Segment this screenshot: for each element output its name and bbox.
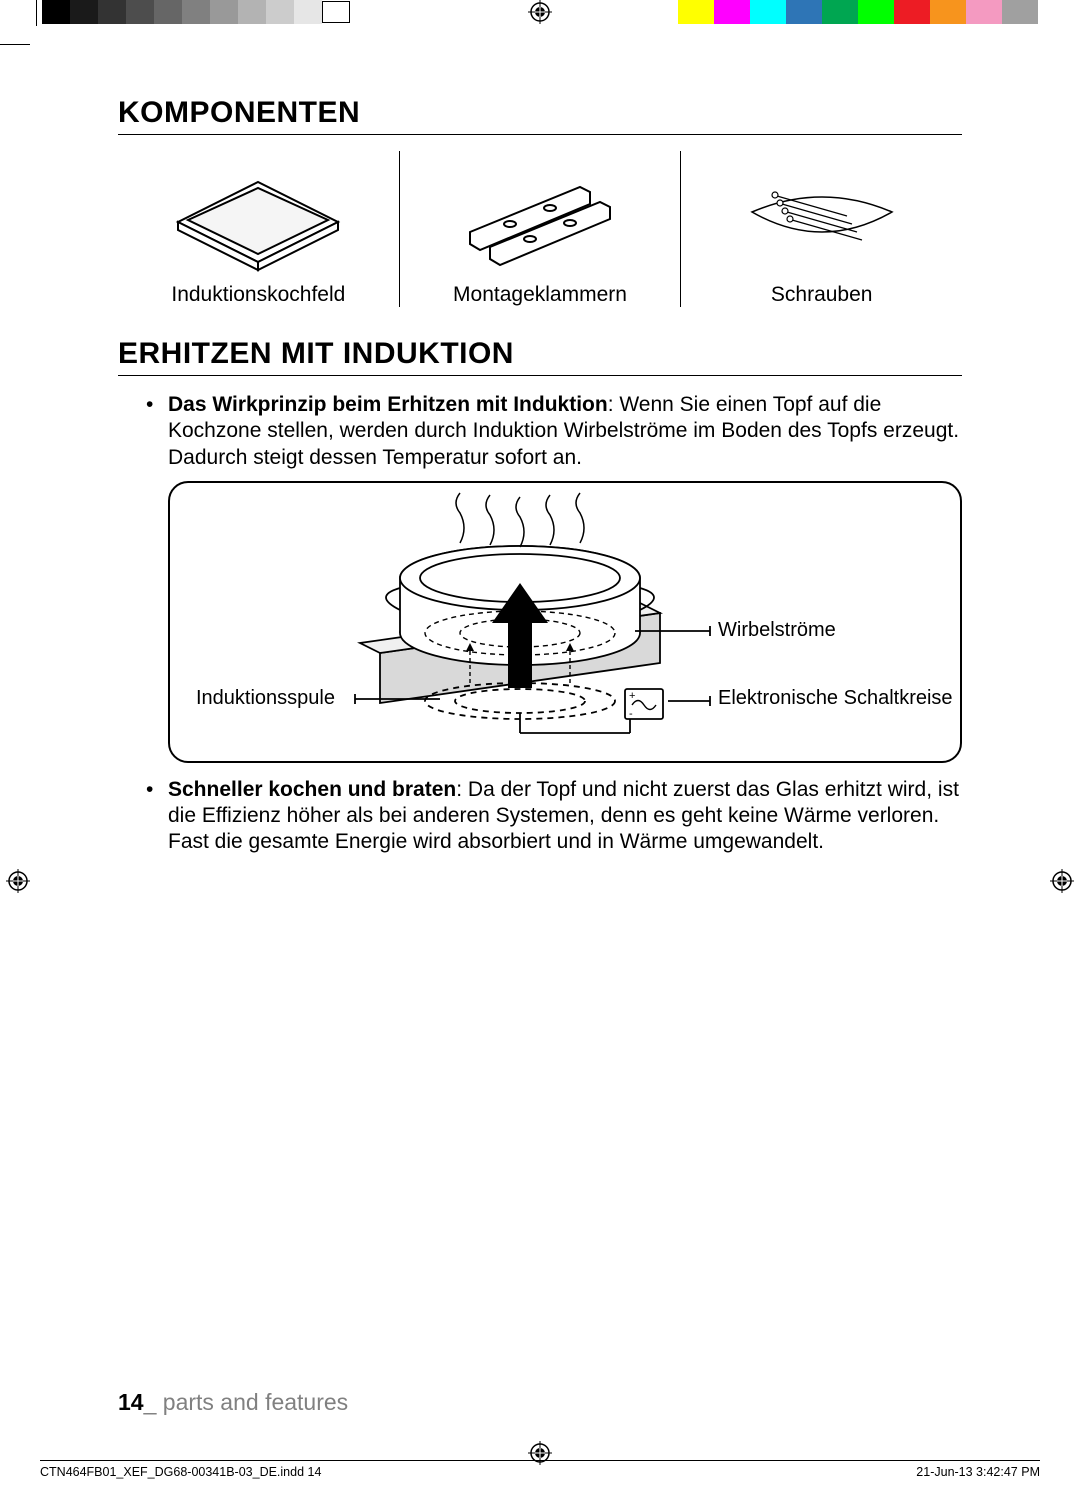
- diagram-label-eddy: Wirbelströme: [718, 619, 836, 642]
- registration-mark-top: [528, 0, 552, 24]
- bullet-bold: Schneller kochen und braten: [168, 778, 456, 801]
- component-brackets: Montageklammern: [399, 151, 681, 307]
- component-cooktop-illustration: [122, 157, 395, 277]
- footer-section-label: parts and features: [163, 1389, 348, 1415]
- color-swatch: [678, 0, 714, 24]
- component-label: Montageklammern: [404, 283, 677, 307]
- diagram-plus: +: [629, 690, 635, 702]
- imprint-bar: CTN464FB01_XEF_DG68-00341B-03_DE.indd 14…: [40, 1460, 1040, 1479]
- color-swatch: [894, 0, 930, 24]
- registration-mark-left: [6, 869, 30, 893]
- bullet-bold: Das Wirkprinzip beim Erhitzen mit Indukt…: [168, 393, 608, 416]
- page-footer: 14_ parts and features: [118, 1389, 348, 1416]
- gray-swatch: [126, 0, 154, 24]
- section-title-components: KOMPONENTEN: [118, 96, 962, 135]
- induction-diagram: + - Induktionsspule Wirbelströme Elektro…: [168, 481, 962, 763]
- page-content: KOMPONENTEN Induktionskochfeld: [118, 96, 962, 1431]
- induction-body: Das Wirkprinzip beim Erhitzen mit Indukt…: [118, 392, 962, 856]
- component-brackets-illustration: [404, 157, 677, 277]
- imprint-filename: CTN464FB01_XEF_DG68-00341B-03_DE.indd 14: [40, 1465, 321, 1479]
- induction-bullet-1: Das Wirkprinzip beim Erhitzen mit Indukt…: [146, 392, 962, 471]
- color-swatch: [1002, 0, 1038, 24]
- color-swatch: [822, 0, 858, 24]
- gray-swatch: [98, 0, 126, 24]
- diagram-label-coil: Induktionsspule: [196, 687, 335, 710]
- registration-mark-right: [1050, 869, 1074, 893]
- page-number: 14: [118, 1389, 144, 1415]
- gray-swatch: [42, 0, 70, 24]
- crop-mark: [36, 0, 37, 26]
- color-swatch: [966, 0, 1002, 24]
- color-swatch: [786, 0, 822, 24]
- gray-swatch: [238, 0, 266, 24]
- color-swatch: [714, 0, 750, 24]
- gray-swatch: [210, 0, 238, 24]
- component-screws: Schrauben: [680, 151, 962, 307]
- induction-bullet-2: Schneller kochen und braten: Da der Topf…: [146, 777, 962, 856]
- component-label: Schrauben: [685, 283, 958, 307]
- component-screws-illustration: [685, 157, 958, 277]
- color-swatch: [858, 0, 894, 24]
- color-swatch: [930, 0, 966, 24]
- component-label: Induktionskochfeld: [122, 283, 395, 307]
- diagram-label-circuit: Elektronische Schaltkreise: [718, 687, 953, 710]
- footer-sep: _: [144, 1389, 163, 1415]
- imprint-timestamp: 21-Jun-13 3:42:47 PM: [916, 1465, 1040, 1479]
- gray-swatch: [182, 0, 210, 24]
- gray-swatch: [294, 0, 322, 24]
- diagram-minus: -: [629, 708, 633, 720]
- gray-swatch: [322, 1, 350, 23]
- component-cooktop: Induktionskochfeld: [118, 151, 399, 307]
- section-title-induction: ERHITZEN MIT INDUKTION: [118, 337, 962, 376]
- color-swatch: [750, 0, 786, 24]
- gray-swatch: [266, 0, 294, 24]
- gray-swatch: [154, 0, 182, 24]
- components-row: Induktionskochfeld Montageklammern: [118, 151, 962, 307]
- gray-swatch: [70, 0, 98, 24]
- crop-mark: [0, 44, 30, 45]
